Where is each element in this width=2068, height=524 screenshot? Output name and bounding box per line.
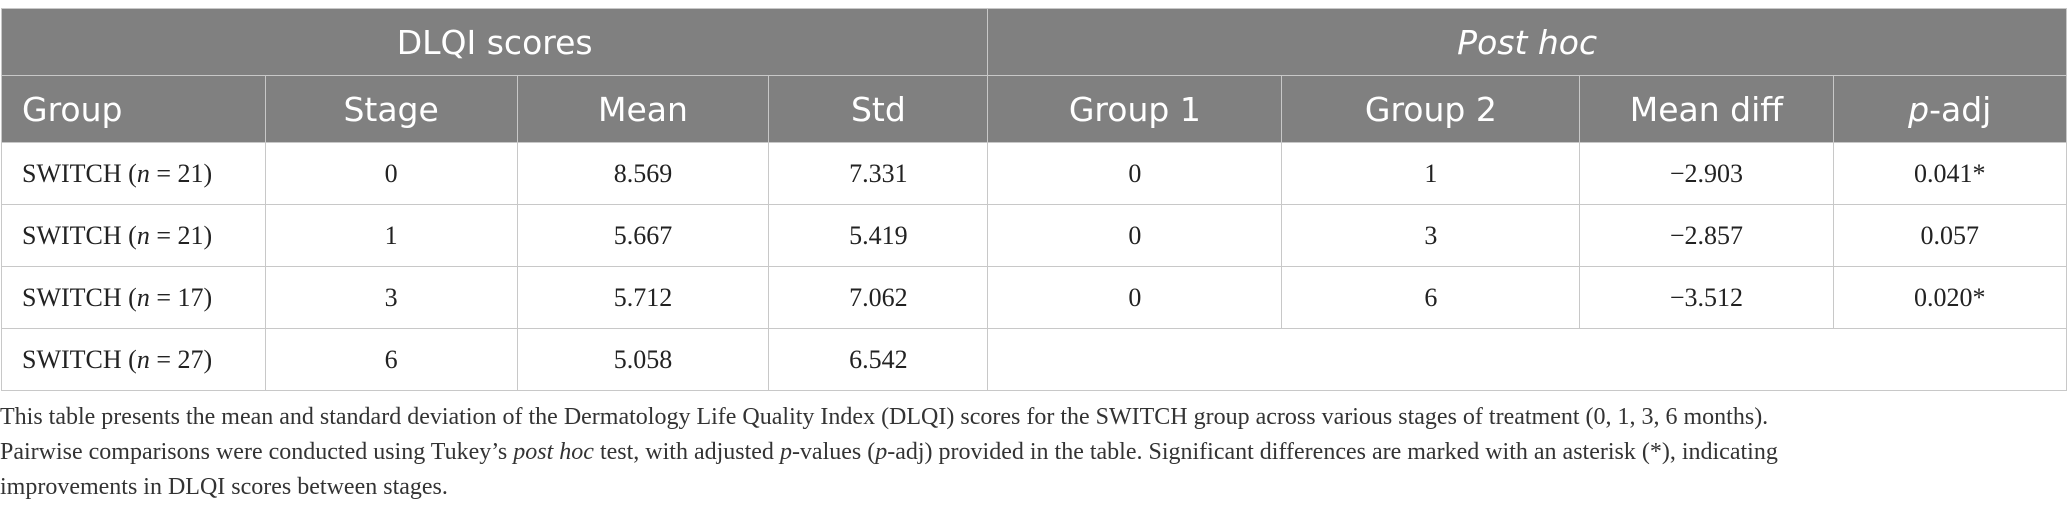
cell-std: 7.331 — [768, 142, 989, 205]
col-header-group: Group — [1, 75, 266, 143]
cell-mean-diff: −2.903 — [1579, 142, 1834, 205]
cell-group-1: 0 — [987, 142, 1283, 205]
cell-p-adj: 0.041* — [1832, 142, 2067, 205]
group-name: SWITCH ( — [22, 282, 137, 312]
col-header-std: Std — [768, 75, 989, 143]
col-header-p-adj: p-adj — [1832, 75, 2067, 143]
cell-std: 7.062 — [768, 266, 989, 329]
n-label: n — [136, 158, 150, 188]
footnote-line-3: improvements in DLQI scores between stag… — [0, 474, 448, 500]
footnote-italic-post-hoc: post hoc — [513, 439, 594, 465]
cell-stage: 1 — [264, 204, 518, 267]
footnote-line-1: This table presents the mean and standar… — [0, 404, 1769, 430]
footnote-italic-p: p — [875, 439, 888, 465]
cell-stage: 3 — [264, 266, 518, 329]
n-label: n — [136, 344, 150, 374]
cell-group: SWITCH (n = 27) — [1, 328, 266, 391]
cell-mean: 5.667 — [516, 204, 770, 267]
col-header-mean-diff: Mean diff — [1579, 75, 1834, 143]
table-row: SWITCH (n = 27) 6 5.058 6.542 — [1, 328, 2067, 391]
n-value: = 17) — [149, 282, 213, 312]
table-wrapper: DLQI scores Post hoc Group Stage Mean St… — [0, 8, 2068, 391]
group-name: SWITCH ( — [22, 158, 137, 188]
cell-group: SWITCH (n = 17) — [1, 266, 266, 329]
group-header-post-hoc: Post hoc — [987, 8, 2067, 76]
footnote-text: -values ( — [791, 439, 876, 465]
cell-group: SWITCH (n = 21) — [1, 142, 266, 205]
empty-post-hoc-cell — [987, 328, 2067, 391]
cell-stage: 6 — [264, 328, 518, 391]
group-name: SWITCH ( — [22, 220, 137, 250]
n-value: = 21) — [149, 158, 213, 188]
cell-std: 6.542 — [768, 328, 989, 391]
footnote-text: Pairwise comparisons were conducted usin… — [0, 439, 514, 465]
col-header-stage: Stage — [264, 75, 518, 143]
cell-group-2: 6 — [1281, 266, 1581, 329]
table-footnote: This table presents the mean and standar… — [0, 400, 2060, 505]
cell-stage: 0 — [264, 142, 518, 205]
adj-suffix: -adj — [1929, 89, 1992, 129]
n-value: = 21) — [149, 220, 213, 250]
table-row: SWITCH (n = 21) 0 8.569 7.331 0 1 −2.903… — [1, 142, 2067, 205]
dlqi-table: DLQI scores Post hoc Group Stage Mean St… — [0, 8, 2067, 391]
cell-mean-diff: −2.857 — [1579, 204, 1834, 267]
col-header-mean: Mean — [516, 75, 770, 143]
group-header-row: DLQI scores Post hoc — [0, 8, 2067, 76]
column-header-row: Group Stage Mean Std Group 1 Group 2 Mea… — [1, 75, 2067, 143]
footnote-line-2: Pairwise comparisons were conducted usin… — [0, 435, 2060, 470]
col-header-group-2: Group 2 — [1281, 75, 1581, 143]
cell-group-2: 1 — [1281, 142, 1581, 205]
n-value: = 27) — [149, 344, 213, 374]
p-italic: p — [1908, 89, 1930, 129]
group-name: SWITCH ( — [22, 344, 137, 374]
cell-mean-diff: −3.512 — [1579, 266, 1834, 329]
cell-group: SWITCH (n = 21) — [1, 204, 266, 267]
table-row: SWITCH (n = 21) 1 5.667 5.419 0 3 −2.857… — [1, 204, 2067, 267]
cell-group-2: 3 — [1281, 204, 1581, 267]
footnote-text: test, with adjusted — [593, 439, 780, 465]
table-row: SWITCH (n = 17) 3 5.712 7.062 0 6 −3.512… — [1, 266, 2067, 329]
cell-group-1: 0 — [987, 266, 1283, 329]
n-label: n — [136, 220, 150, 250]
footnote-italic-p: p — [779, 439, 792, 465]
group-header-dlqi-scores: DLQI scores — [0, 8, 989, 76]
cell-group-1: 0 — [987, 204, 1283, 267]
cell-std: 5.419 — [768, 204, 989, 267]
cell-p-adj: 0.020* — [1832, 266, 2067, 329]
footnote-text: -adj) provided in the table. Significant… — [887, 439, 1778, 465]
cell-mean: 5.058 — [516, 328, 770, 391]
cell-mean: 8.569 — [516, 142, 770, 205]
col-header-group-1: Group 1 — [987, 75, 1283, 143]
cell-mean: 5.712 — [516, 266, 770, 329]
n-label: n — [136, 282, 150, 312]
post-hoc-label: Post hoc — [1457, 22, 1598, 62]
cell-p-adj: 0.057 — [1832, 204, 2067, 267]
